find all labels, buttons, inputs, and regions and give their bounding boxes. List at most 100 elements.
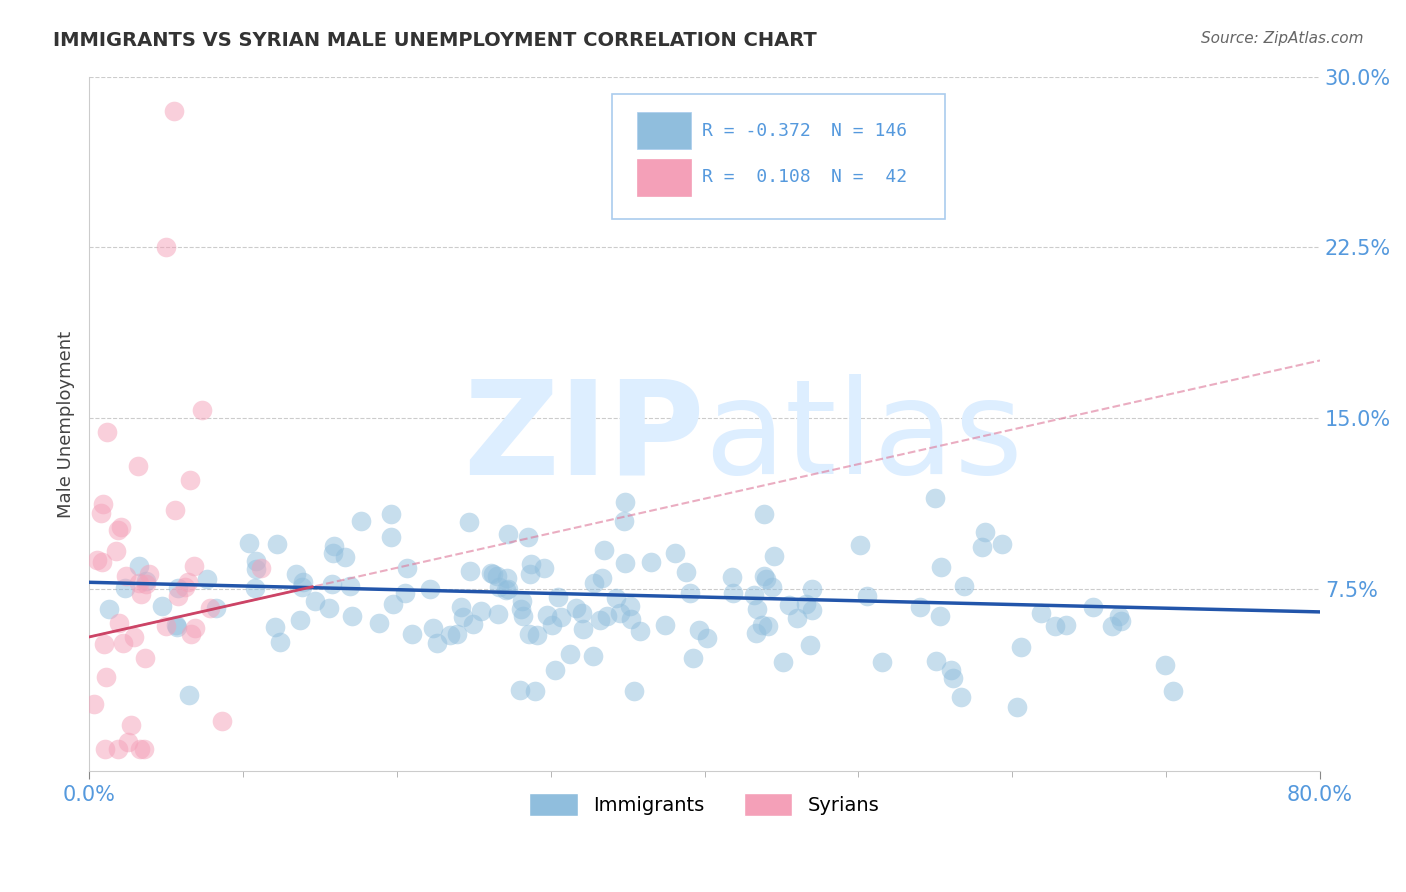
Point: [1054, 617, 1077, 632]
Point: [128, 741, 150, 756]
Text: R = -0.372: R = -0.372: [702, 121, 811, 140]
Point: [591, 571, 613, 585]
Point: [605, 591, 627, 605]
Point: [495, 583, 517, 598]
Point: [94, 741, 117, 756]
Point: [800, 582, 823, 596]
Point: [609, 607, 631, 621]
Point: [128, 559, 150, 574]
Point: [596, 609, 619, 624]
Point: [117, 735, 139, 749]
Y-axis label: Male Unemployment: Male Unemployment: [58, 330, 75, 517]
Point: [745, 602, 768, 616]
Text: ZIP: ZIP: [463, 375, 704, 501]
Point: [533, 561, 555, 575]
Point: [872, 656, 894, 670]
Point: [266, 537, 288, 551]
Point: [167, 581, 190, 595]
Text: N =  42: N = 42: [831, 169, 907, 186]
Point: [380, 508, 402, 522]
Point: [90, 506, 112, 520]
Point: [619, 599, 641, 613]
FancyBboxPatch shape: [612, 94, 945, 219]
Point: [200, 601, 222, 615]
Point: [496, 582, 519, 596]
Point: [284, 566, 307, 581]
Point: [163, 502, 186, 516]
Point: [628, 624, 651, 638]
Point: [613, 515, 636, 529]
Point: [756, 619, 779, 633]
Point: [180, 627, 202, 641]
Point: [458, 564, 481, 578]
Point: [952, 579, 974, 593]
Point: [394, 586, 416, 600]
Point: [115, 568, 138, 582]
Point: [381, 598, 404, 612]
Point: [925, 654, 948, 668]
Point: [752, 568, 775, 582]
Point: [613, 494, 636, 508]
Point: [654, 618, 676, 632]
Point: [112, 636, 135, 650]
Legend: Immigrants, Syrians: Immigrants, Syrians: [522, 785, 887, 824]
Text: Source: ZipAtlas.com: Source: ZipAtlas.com: [1201, 31, 1364, 46]
Text: R =  0.108: R = 0.108: [702, 169, 811, 186]
Point: [439, 628, 461, 642]
Point: [451, 610, 474, 624]
Point: [536, 607, 558, 622]
Point: [205, 601, 228, 615]
Point: [245, 581, 267, 595]
Point: [245, 554, 267, 568]
Text: IMMIGRANTS VS SYRIAN MALE UNEMPLOYMENT CORRELATION CHART: IMMIGRANTS VS SYRIAN MALE UNEMPLOYMENT C…: [53, 31, 817, 50]
Point: [544, 663, 567, 677]
Point: [395, 560, 418, 574]
Point: [991, 537, 1014, 551]
Point: [134, 651, 156, 665]
Point: [122, 631, 145, 645]
Point: [457, 515, 479, 529]
Point: [450, 599, 472, 614]
Point: [520, 557, 543, 571]
Point: [1081, 600, 1104, 615]
Point: [682, 650, 704, 665]
Point: [1101, 619, 1123, 633]
Point: [571, 606, 593, 620]
Point: [190, 403, 212, 417]
Point: [939, 664, 962, 678]
Point: [93, 637, 115, 651]
Point: [127, 458, 149, 473]
Point: [263, 620, 285, 634]
Point: [509, 683, 531, 698]
Point: [128, 576, 150, 591]
Point: [620, 612, 643, 626]
Point: [426, 636, 449, 650]
Point: [547, 590, 569, 604]
Point: [321, 577, 343, 591]
Point: [772, 655, 794, 669]
Point: [799, 638, 821, 652]
Point: [132, 741, 155, 756]
Point: [564, 601, 586, 615]
Text: atlas: atlas: [704, 375, 1024, 501]
Point: [129, 586, 152, 600]
Point: [696, 631, 718, 645]
Point: [155, 240, 177, 254]
Point: [583, 575, 606, 590]
Point: [1029, 606, 1052, 620]
Point: [550, 609, 572, 624]
Point: [479, 566, 502, 581]
Point: [970, 540, 993, 554]
Point: [582, 648, 605, 663]
Point: [848, 538, 870, 552]
Point: [1108, 609, 1130, 624]
Point: [541, 618, 564, 632]
Point: [380, 530, 402, 544]
Point: [640, 555, 662, 569]
Point: [1109, 614, 1132, 628]
Point: [762, 549, 785, 563]
Point: [516, 530, 538, 544]
Point: [179, 473, 201, 487]
FancyBboxPatch shape: [637, 159, 690, 196]
Point: [1043, 618, 1066, 632]
